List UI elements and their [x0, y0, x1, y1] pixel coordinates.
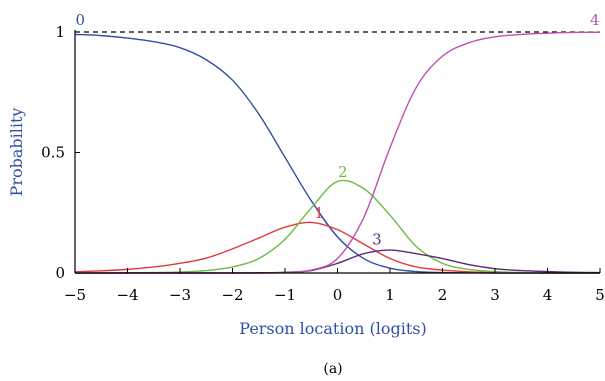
x-tick-label: 1	[385, 286, 395, 304]
y-axis-title: Probability	[7, 108, 26, 197]
y-tick-label: 0.5	[41, 144, 65, 162]
series-layer	[74, 31, 601, 274]
x-tick-label: 3	[490, 286, 500, 304]
x-tick-label: 5	[595, 286, 605, 304]
x-tick-label: −5	[64, 286, 86, 304]
series-line-0	[74, 33, 600, 274]
curve-label-1: 1	[314, 204, 324, 222]
curve-label-2: 2	[338, 163, 348, 181]
x-tick-label: −2	[221, 286, 243, 304]
series-line-1	[74, 221, 600, 274]
curve-label-4: 4	[590, 11, 600, 29]
x-tick-label: 2	[438, 286, 448, 304]
figure-caption: (a)	[323, 361, 342, 377]
axes-layer	[74, 30, 601, 274]
x-axis-title: Person location (logits)	[239, 319, 426, 338]
x-tick-label: 0	[333, 286, 343, 304]
x-tick-label: −4	[116, 286, 138, 304]
y-tick-label: 0	[55, 264, 65, 282]
x-tick-label: −3	[169, 286, 191, 304]
curve-label-3: 3	[372, 230, 382, 248]
x-tick-label: 4	[543, 286, 553, 304]
y-tick-label: 1	[55, 23, 65, 41]
x-tick-label: −1	[274, 286, 296, 304]
curve-label-0: 0	[75, 11, 85, 29]
